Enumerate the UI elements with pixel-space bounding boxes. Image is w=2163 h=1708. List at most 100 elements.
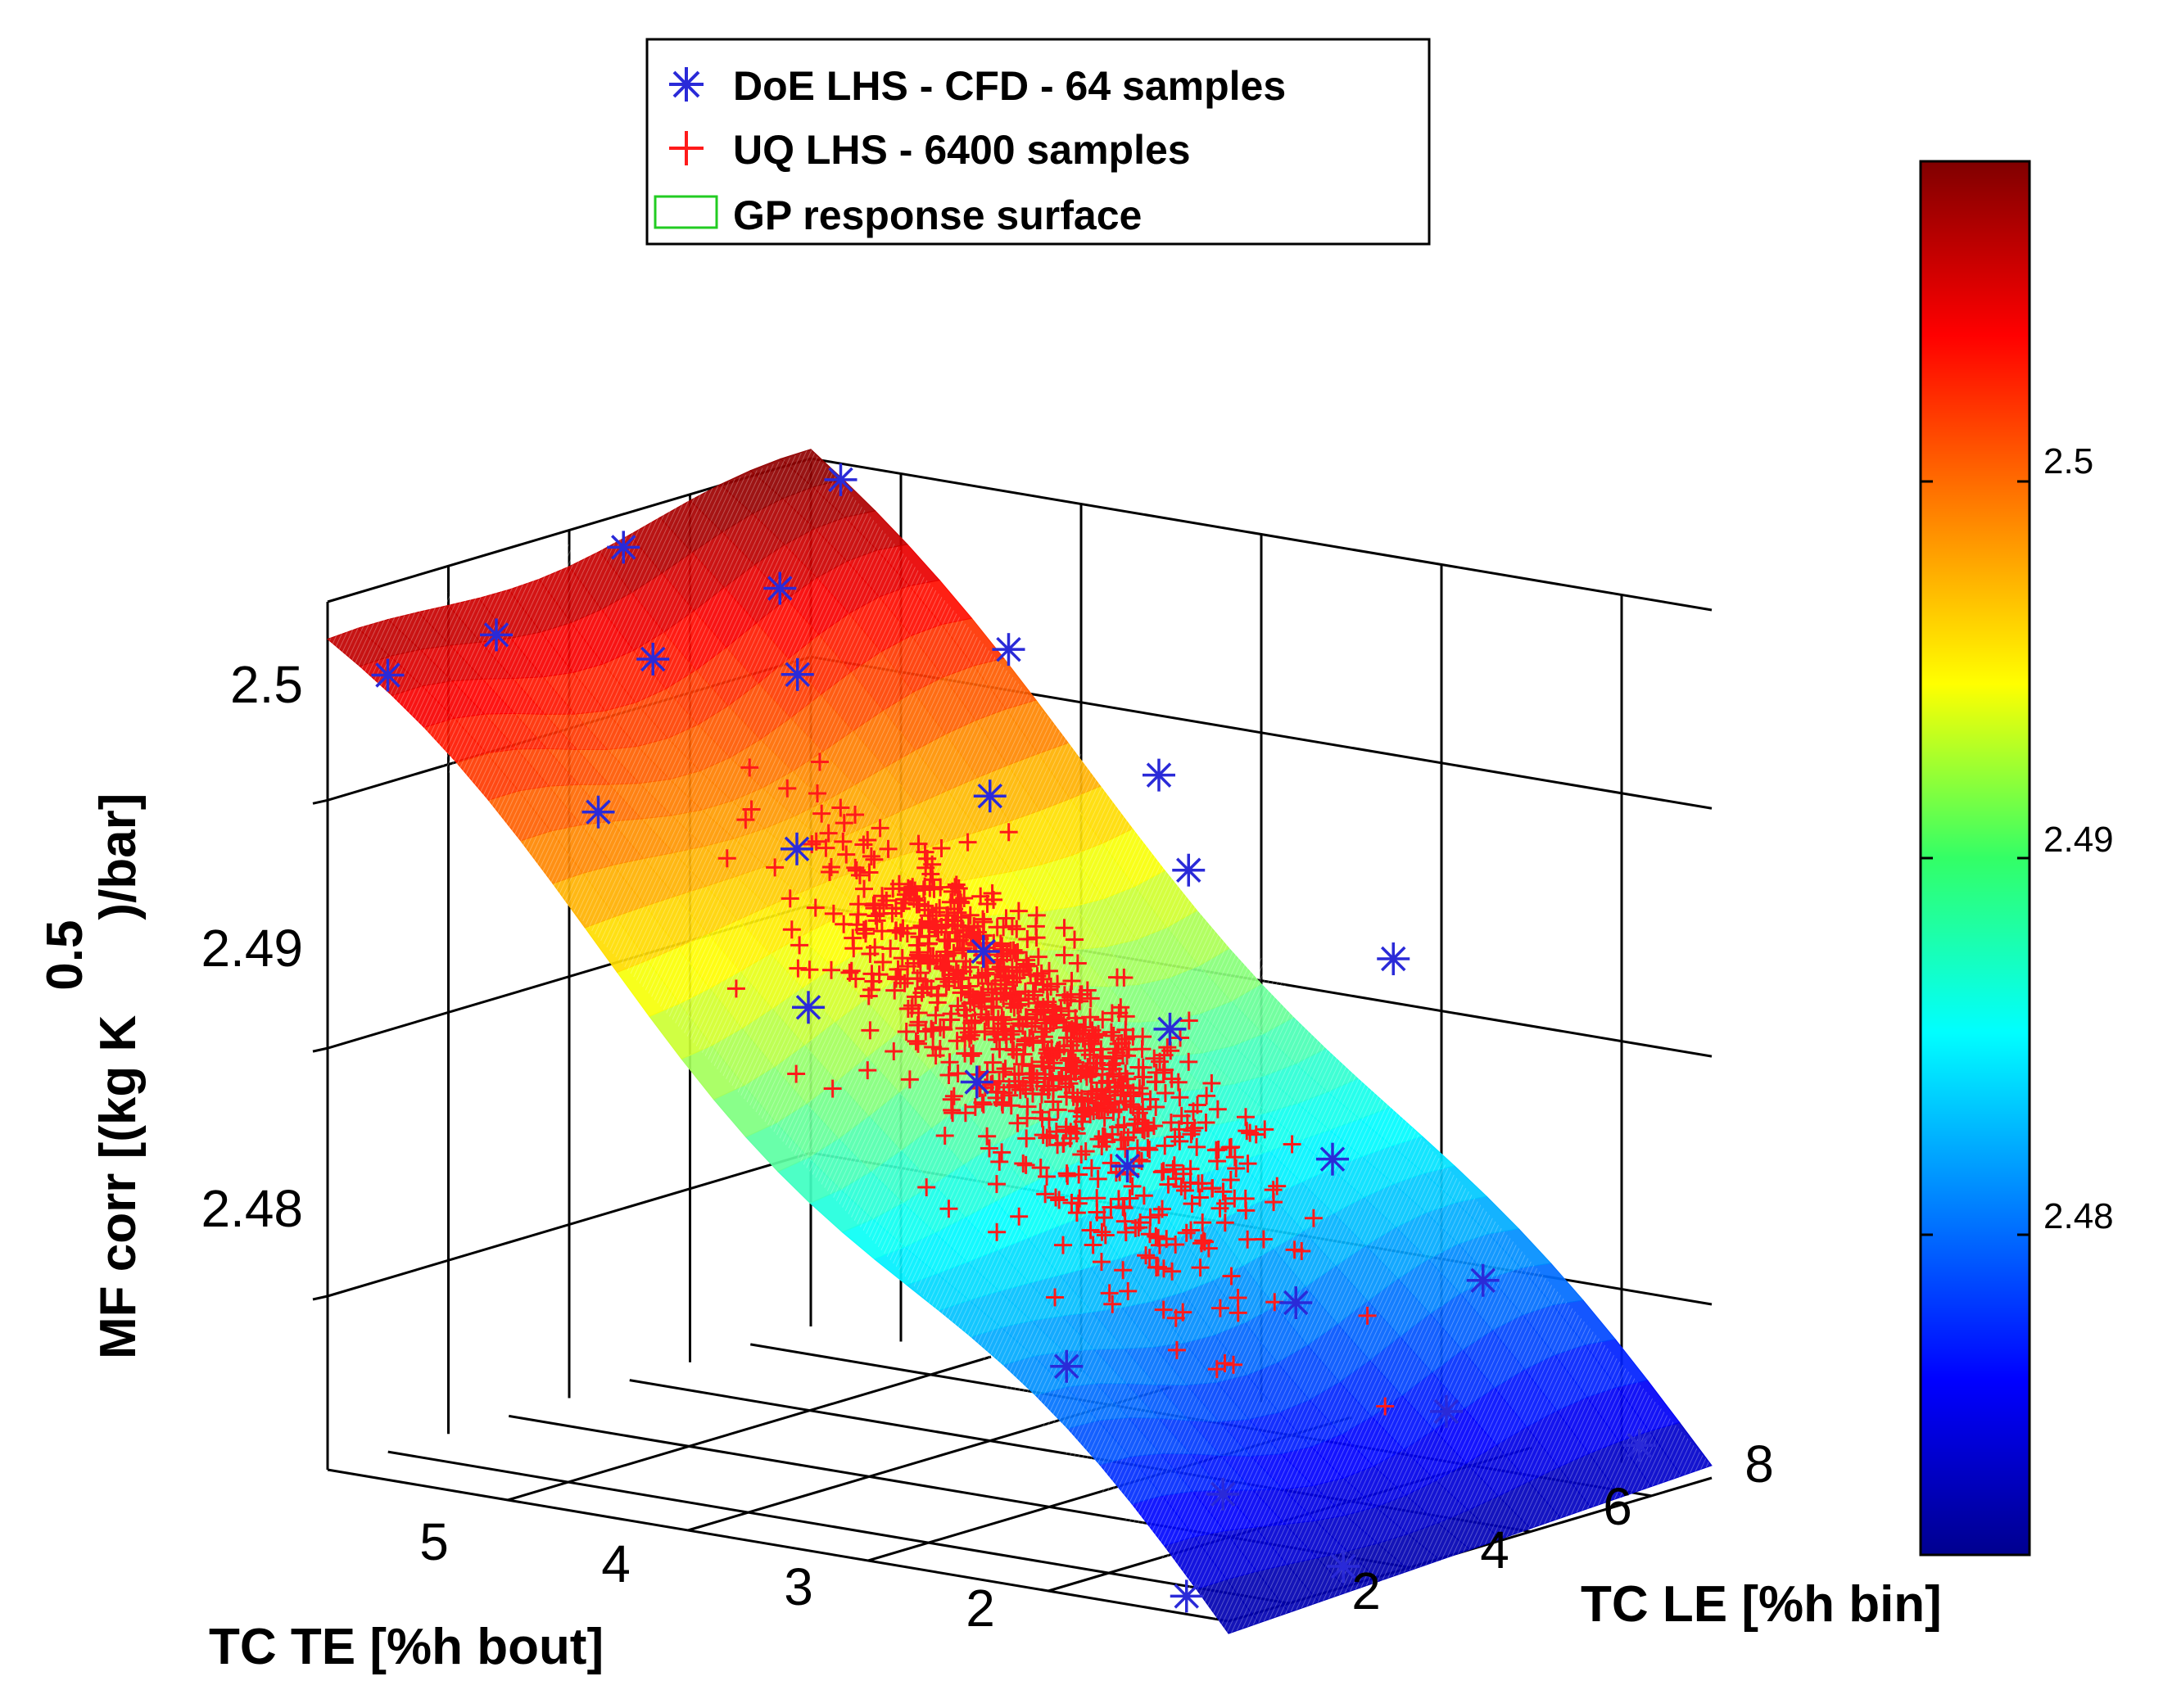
x-tick-label: 4 <box>601 1534 631 1593</box>
colorbar: 2.48 2.49 2.5 <box>1919 160 2114 1557</box>
uq-sample <box>1057 1118 1075 1136</box>
uq-sample <box>858 830 877 849</box>
uq-sample <box>1376 1397 1395 1416</box>
doe-sample <box>992 633 1025 666</box>
uq-sample <box>1265 1193 1283 1212</box>
uq-sample <box>1164 1159 1183 1178</box>
uq-sample <box>781 889 799 908</box>
uq-sample <box>1165 1127 1184 1146</box>
uq-sample <box>1093 1222 1111 1241</box>
uq-sample <box>1066 930 1084 949</box>
doe-sample <box>1050 1349 1084 1383</box>
uq-sample <box>1172 1177 1191 1196</box>
uq-sample <box>1110 1004 1129 1023</box>
svg-text:MF corr [(kg K0.5)/bar]: MF corr [(kg K 0.5)/bar] <box>37 793 147 1359</box>
uq-sample <box>844 929 862 947</box>
uq-sample <box>914 979 933 998</box>
uq-sample <box>1129 1058 1148 1077</box>
uq-sample <box>885 1042 903 1061</box>
uq-sample <box>1116 1020 1135 1039</box>
uq-sample <box>893 949 912 968</box>
uq-sample <box>908 1034 927 1053</box>
uq-sample <box>926 1046 945 1065</box>
uq-sample <box>1100 1284 1119 1303</box>
z-tick-mark <box>312 1295 328 1301</box>
z-tick-label: 2.5 <box>230 655 303 714</box>
uq-sample <box>1126 1218 1145 1237</box>
uq-sample <box>1215 1213 1234 1232</box>
uq-sample <box>1135 1121 1154 1140</box>
uq-sample <box>823 1079 842 1098</box>
uq-sample <box>1241 1123 1260 1142</box>
doe-sample <box>1143 758 1175 792</box>
uq-sample <box>1104 1049 1123 1068</box>
uq-sample <box>1216 1194 1235 1213</box>
uq-sample <box>1254 1230 1273 1249</box>
uq-sample <box>1027 929 1046 947</box>
uq-sample <box>787 1064 806 1083</box>
uq-sample <box>1022 1017 1041 1036</box>
uq-sample <box>926 1005 945 1024</box>
doe-samples <box>371 463 1656 1613</box>
uq-sample <box>821 857 840 876</box>
uq-sample <box>1140 1249 1159 1267</box>
doe-sample <box>1170 1579 1203 1613</box>
uq-sample <box>962 1046 980 1065</box>
uq-sample <box>1066 1063 1085 1082</box>
uq-sample <box>1027 906 1046 924</box>
uq-sample <box>1092 1253 1111 1272</box>
uq-sample <box>992 940 1011 959</box>
uq-sample <box>1256 1120 1274 1139</box>
uq-sample <box>1075 1099 1093 1118</box>
uq-sample <box>1150 1205 1169 1224</box>
uq-sample <box>1096 1226 1115 1245</box>
uq-sample <box>1134 1186 1153 1205</box>
uq-sample <box>1221 1171 1240 1190</box>
uq-sample <box>1121 1095 1140 1114</box>
uq-sample <box>1005 998 1024 1017</box>
uq-sample <box>1070 1024 1089 1043</box>
z-axis-label: MF corr [(kg K 0.5)/bar] <box>37 793 147 1359</box>
uq-sample <box>1147 1098 1165 1117</box>
uq-sample <box>957 927 975 946</box>
uq-sample <box>1268 1177 1287 1195</box>
uq-sample <box>944 965 963 984</box>
uq-sample <box>1070 1165 1088 1184</box>
uq-sample <box>948 891 967 910</box>
uq-sample <box>837 845 856 864</box>
uq-sample <box>977 1008 996 1027</box>
uq-sample <box>1182 1221 1201 1240</box>
uq-sample <box>988 1222 1007 1241</box>
uq-sample <box>1014 1154 1033 1173</box>
uq-sample <box>819 824 838 843</box>
uq-sample <box>1206 1141 1225 1159</box>
uq-sample <box>939 1066 958 1085</box>
uq-sample <box>894 919 912 938</box>
uq-sample <box>1017 951 1036 969</box>
uq-sample <box>900 1070 919 1089</box>
uq-sample <box>1285 1240 1304 1259</box>
doe-sample <box>636 642 670 676</box>
uq-sample <box>947 875 966 894</box>
uq-sample <box>1005 1065 1024 1084</box>
uq-sample <box>1238 1154 1257 1173</box>
uq-sample <box>1157 1230 1176 1249</box>
uq-sample <box>1140 1141 1159 1159</box>
uq-sample <box>873 887 892 906</box>
uq-sample <box>875 896 894 915</box>
uq-sample <box>742 800 761 819</box>
uq-sample <box>917 1178 936 1197</box>
uq-sample <box>897 1023 916 1042</box>
uq-sample <box>1210 1299 1229 1317</box>
uq-sample <box>1156 1136 1174 1155</box>
uq-sample <box>1202 1073 1221 1092</box>
uq-sample <box>956 1104 975 1123</box>
uq-sample <box>740 758 759 777</box>
legend-box <box>645 38 1431 246</box>
uq-sample <box>1084 1236 1102 1254</box>
uq-sample <box>862 980 881 999</box>
uq-sample <box>778 779 797 798</box>
uq-sample <box>861 1021 880 1040</box>
uq-sample <box>1014 960 1033 979</box>
